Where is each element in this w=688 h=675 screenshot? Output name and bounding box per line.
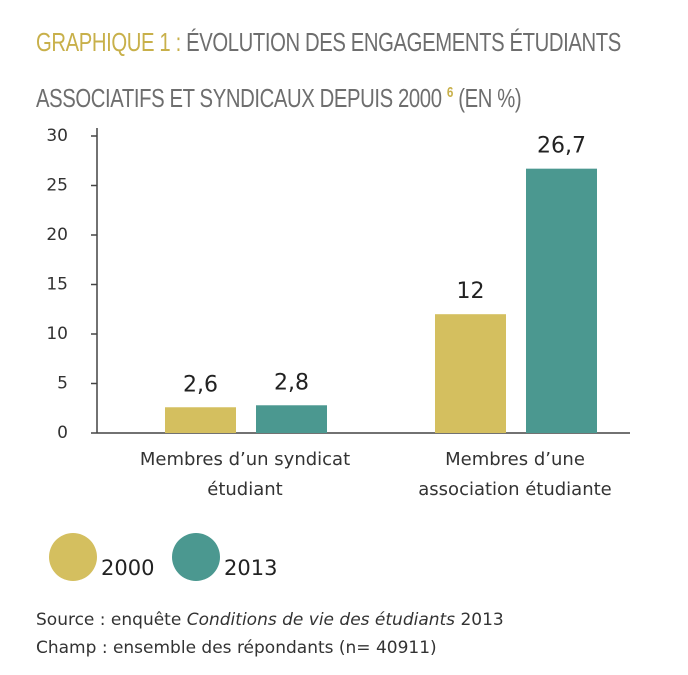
legend-label: 2013 xyxy=(224,556,277,580)
y-tick-label: 5 xyxy=(57,374,68,394)
x-tick-label: Membres d’une association étudiante xyxy=(418,449,612,500)
title-label: GRAPHIQUE 1 : xyxy=(36,27,181,57)
data-label: 26,7 xyxy=(537,134,586,159)
scope: Champ : ensemble des répondants (n= 4091… xyxy=(36,638,437,658)
bar xyxy=(256,405,327,433)
y-tick-label: 0 xyxy=(57,423,68,443)
legend-label: 2000 xyxy=(101,556,154,580)
data-label: 2,8 xyxy=(274,370,309,395)
source-prefix: Source : enquête xyxy=(36,610,182,630)
y-tick-label: 30 xyxy=(46,126,68,146)
y-tick-label: 10 xyxy=(46,324,68,344)
legend-swatch xyxy=(172,533,220,581)
y-tick-label: 20 xyxy=(46,225,68,245)
bar xyxy=(526,168,597,434)
footnote-ref: 6 xyxy=(446,84,454,101)
bar xyxy=(435,314,506,433)
y-tick-label: 15 xyxy=(46,275,68,295)
y-tick-label: 25 xyxy=(46,176,68,196)
data-label: 12 xyxy=(457,279,485,304)
unit: (EN %) xyxy=(458,83,522,113)
chart-title: ÉVOLUTION DES ENGAGEMENTS ÉTUDIANTS ASSO… xyxy=(36,27,621,113)
legend-swatch xyxy=(49,533,97,581)
source: Source : enquête Conditions de vie des é… xyxy=(36,606,504,634)
data-label: 2,6 xyxy=(183,372,218,397)
x-tick-label: Membres d’un syndicat étudiant xyxy=(139,449,351,500)
source-title: Conditions de vie des étudiants xyxy=(186,610,456,630)
source-suffix: 2013 xyxy=(460,610,504,630)
source-block: Source : enquête Conditions de vie des é… xyxy=(36,606,504,662)
bar xyxy=(165,407,236,433)
title-block: GRAPHIQUE 1 : ÉVOLUTION DES ENGAGEMENTS … xyxy=(36,14,660,126)
